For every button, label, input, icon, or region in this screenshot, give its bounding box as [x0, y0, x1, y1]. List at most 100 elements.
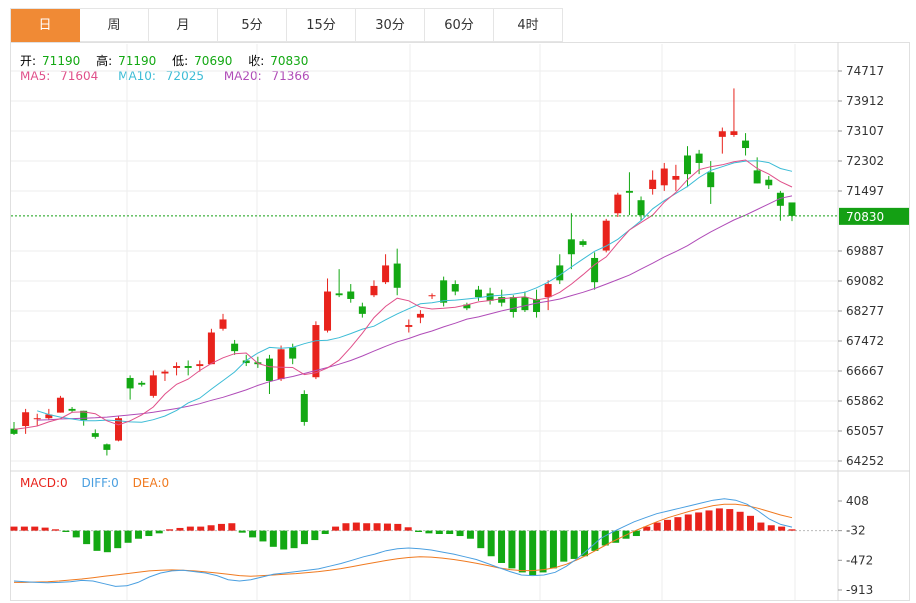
current-price-tag	[839, 207, 909, 225]
tab-5[interactable]: 30分	[356, 9, 425, 42]
tab-6[interactable]: 60分	[425, 9, 494, 42]
macd-bar	[726, 509, 734, 531]
candle-body	[625, 190, 633, 193]
macd-bar	[31, 526, 39, 531]
ma10-label: MA10:	[118, 69, 156, 83]
macd-bar	[51, 529, 59, 531]
macd-bar	[280, 530, 288, 550]
macd-bar	[653, 522, 661, 531]
candle-body	[10, 428, 18, 434]
macd-bar	[197, 526, 205, 531]
low-value: 70690	[194, 54, 233, 68]
macd-bar	[425, 530, 433, 534]
period-tabs: 日周月 5分 15分 30分 60分 4时	[10, 8, 563, 43]
candle-body	[683, 155, 691, 175]
macd-legend: MACD:0 DIFF:0 DEA:0	[20, 476, 175, 490]
macd-bar	[601, 530, 609, 546]
macd-bar	[591, 530, 599, 551]
macd-bar	[684, 514, 692, 531]
y-tick-label: 69887	[846, 244, 884, 258]
y-tick-label: 73107	[846, 124, 884, 138]
macd-bar	[549, 530, 557, 569]
candle-body	[451, 284, 459, 292]
macd-bar	[228, 523, 236, 531]
macd-bar	[145, 530, 153, 537]
macd-bar	[674, 517, 682, 531]
macd-bar	[570, 530, 578, 559]
tab-3[interactable]: 5分	[218, 9, 287, 42]
candle-body	[660, 168, 668, 186]
macd-bar	[715, 508, 723, 531]
ohlc-legend: 开: 71190 高: 71190 低: 70690 收: 70830	[20, 52, 320, 69]
tab-2[interactable]: 月	[149, 9, 218, 42]
candle-body	[242, 360, 250, 364]
macd-bar	[176, 527, 184, 531]
y-tick-label: 64252	[846, 454, 884, 468]
macd-bar	[529, 530, 537, 576]
candle-body	[289, 347, 297, 359]
tab-4[interactable]: 15分	[287, 9, 356, 42]
macd-bar	[10, 526, 18, 531]
candle-body	[219, 319, 227, 329]
diff-value: DIFF:0	[81, 476, 119, 490]
macd-bar	[238, 530, 246, 533]
y-tick-label: -32	[846, 524, 866, 538]
ma5-line	[13, 159, 793, 430]
candle-body	[776, 192, 784, 206]
macd-bar	[20, 526, 28, 531]
macd-bar	[342, 523, 350, 531]
dea-line	[14, 503, 793, 583]
candle-body	[544, 284, 552, 298]
tab-1[interactable]: 周	[80, 9, 149, 42]
open-value: 71190	[42, 54, 81, 68]
candle-body	[231, 343, 239, 352]
macd-bar	[217, 523, 225, 531]
macd-bar	[664, 519, 672, 531]
candle-body	[718, 131, 726, 137]
macd-bar	[612, 530, 620, 543]
macd-bar	[581, 530, 589, 557]
macd-bar	[456, 530, 464, 537]
macd-bar	[498, 530, 506, 563]
ma20-value: 71366	[271, 69, 310, 83]
candle-body	[474, 289, 482, 298]
candle-body	[324, 291, 332, 331]
macd-bar	[72, 530, 80, 538]
macd-bar	[332, 526, 340, 531]
y-tick-label: 73912	[846, 94, 884, 108]
macd-bar	[508, 530, 516, 569]
candle-body	[602, 220, 610, 251]
candle-body	[416, 313, 424, 318]
candle-body	[56, 397, 64, 413]
candle-body	[370, 285, 378, 296]
macd-bar	[767, 525, 775, 531]
macd-bar	[415, 530, 423, 532]
macd-bar	[207, 525, 215, 531]
macd-bar	[166, 529, 174, 531]
y-tick-label: 69082	[846, 274, 884, 288]
candle-body	[695, 153, 703, 163]
y-tick-label: 72302	[846, 154, 884, 168]
close-value: 70830	[270, 54, 309, 68]
macd-bar	[394, 523, 402, 531]
tab-0[interactable]: 日	[11, 9, 80, 42]
candle-body	[730, 131, 738, 135]
y-tick-label: 408	[846, 494, 869, 508]
macd-bar	[446, 530, 454, 535]
candle-body	[533, 298, 541, 313]
candle-body	[637, 200, 645, 216]
tab-7[interactable]: 4时	[494, 9, 563, 42]
candle-body	[312, 325, 320, 378]
macd-bar	[249, 530, 257, 538]
candle-body	[567, 239, 575, 255]
dea-value: DEA:0	[132, 476, 170, 490]
candle-body	[115, 418, 123, 441]
ma5-label: MA5:	[20, 69, 51, 83]
candle-body	[405, 325, 413, 327]
y-tick-label: -472	[846, 553, 873, 567]
macd-bar	[788, 529, 796, 531]
y-tick-label: 66667	[846, 364, 884, 378]
y-tick-label: 68277	[846, 304, 884, 318]
macd-bar	[705, 510, 713, 531]
